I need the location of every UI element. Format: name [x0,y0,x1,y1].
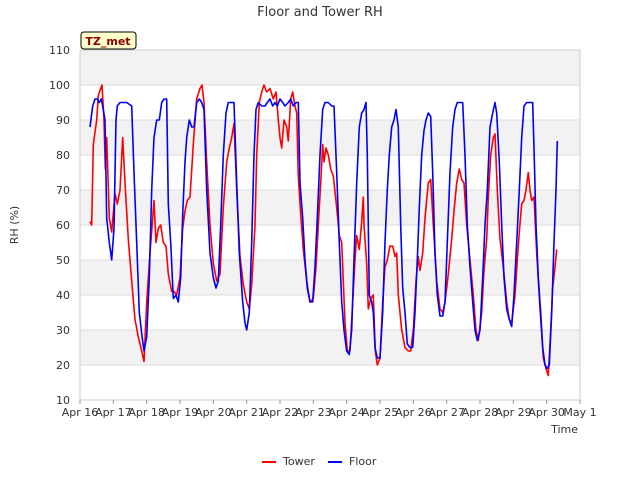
x-tick-label: Apr 21 [228,406,265,419]
y-tick-label-70: 70 [56,184,70,197]
band-90-100 [80,85,580,120]
legend-label-floor: Floor [349,455,377,468]
x-tick-label: Apr 20 [195,406,232,419]
x-tick-label: Apr 23 [295,406,332,419]
x-tick-label: Apr 22 [262,406,299,419]
y-tick-label-30: 30 [56,324,70,337]
x-tick-label: Apr 16 [62,406,99,419]
y-tick-label-90: 90 [56,114,70,127]
series-line-tower [89,84,558,377]
x-axis-label: Time [550,423,578,436]
plot-frame [79,49,581,401]
y-tick-label-40: 40 [56,289,70,302]
series-line-floor [89,98,559,370]
x-tick-label: Apr 26 [395,406,432,419]
x-tick-label: Apr 25 [362,406,399,419]
x-tick-label: Apr 19 [162,406,199,419]
band-40-50 [80,260,580,295]
site-badge: TZ_met [80,31,137,50]
site-badge-label: TZ_met [85,35,130,48]
y-tick-label-50: 50 [56,254,70,267]
y-tick-label-100: 100 [49,79,70,92]
x-tick-label: Apr 30 [528,406,565,419]
y-axis-ticks: 10 20 30 40 50 60 70 80 90 100 110 [49,44,70,407]
site-badge-box [80,31,137,50]
x-tick-label: Apr 29 [495,406,532,419]
band-80-90 [80,120,580,155]
y-axis-label: RH (%) [8,206,21,244]
x-tick-label: Apr 28 [462,406,499,419]
y-tick-label-80: 80 [56,149,70,162]
y-tick-label-10: 10 [56,394,70,407]
x-tick-label: Apr 24 [328,406,365,419]
chart-title: Floor and Tower RH [257,5,383,20]
y-tick-label-60: 60 [56,219,70,232]
band-30-40 [80,295,580,330]
x-tick-label: Apr 17 [95,406,132,419]
band-60-70 [80,190,580,225]
legend: Tower Floor [262,455,377,468]
band-20-30 [80,330,580,365]
series-lines [89,84,559,377]
x-tick-label: Apr 18 [128,406,165,419]
band-10-20 [80,365,580,400]
band-100-110 [80,50,580,85]
x-tick-label: May 1 [563,406,596,419]
y-tick-label-110: 110 [49,44,70,57]
x-tick-label: Apr 27 [428,406,465,419]
y-tick-label-20: 20 [56,359,70,372]
legend-label-tower: Tower [282,455,315,468]
